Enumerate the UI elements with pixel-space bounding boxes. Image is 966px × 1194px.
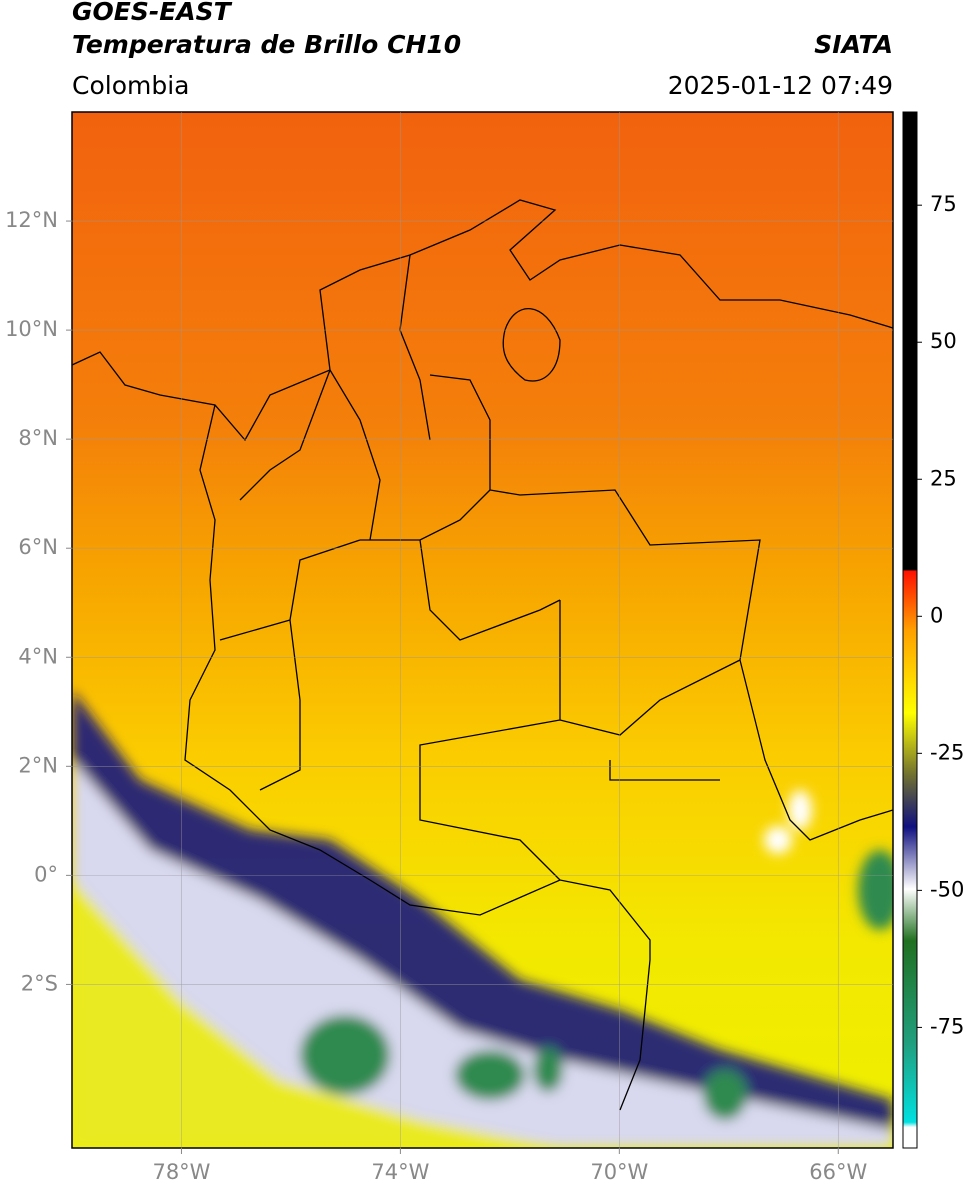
map-image <box>72 112 893 1148</box>
y-tick-label: 4°N <box>18 644 58 668</box>
source: SIATA <box>814 30 893 59</box>
colorbar-tick-label: 0 <box>930 603 943 627</box>
colorbar-tick-label: -50 <box>930 877 964 901</box>
y-tick-label: 2°N <box>18 753 58 777</box>
colorbar-tick-label: 75 <box>930 192 957 216</box>
colorbar-tick-label: -75 <box>930 1014 964 1038</box>
y-tick-label: 0° <box>34 862 58 886</box>
y-tick-label: 12°N <box>5 208 58 232</box>
y-tick-label: 8°N <box>18 426 58 450</box>
colorbar <box>902 111 918 1149</box>
colorbar-tick-label: 25 <box>930 466 957 490</box>
x-tick-label: 78°W <box>152 1160 210 1184</box>
x-tick-label: 74°W <box>371 1160 429 1184</box>
x-tick-label: 66°W <box>809 1160 867 1184</box>
colorbar-tick-label: 50 <box>930 329 957 353</box>
y-tick-label: 2°S <box>21 971 58 995</box>
y-tick-label: 6°N <box>18 535 58 559</box>
datetime: 2025-01-12 07:49 <box>668 71 893 100</box>
region: Colombia <box>72 71 189 100</box>
y-tick-label: 10°N <box>5 317 58 341</box>
colorbar-tick-label: -25 <box>930 740 964 764</box>
product: Temperatura de Brillo CH10 <box>72 30 461 59</box>
map-frame <box>71 111 894 1149</box>
x-tick-label: 70°W <box>590 1160 648 1184</box>
satellite: GOES-EAST <box>72 0 233 26</box>
